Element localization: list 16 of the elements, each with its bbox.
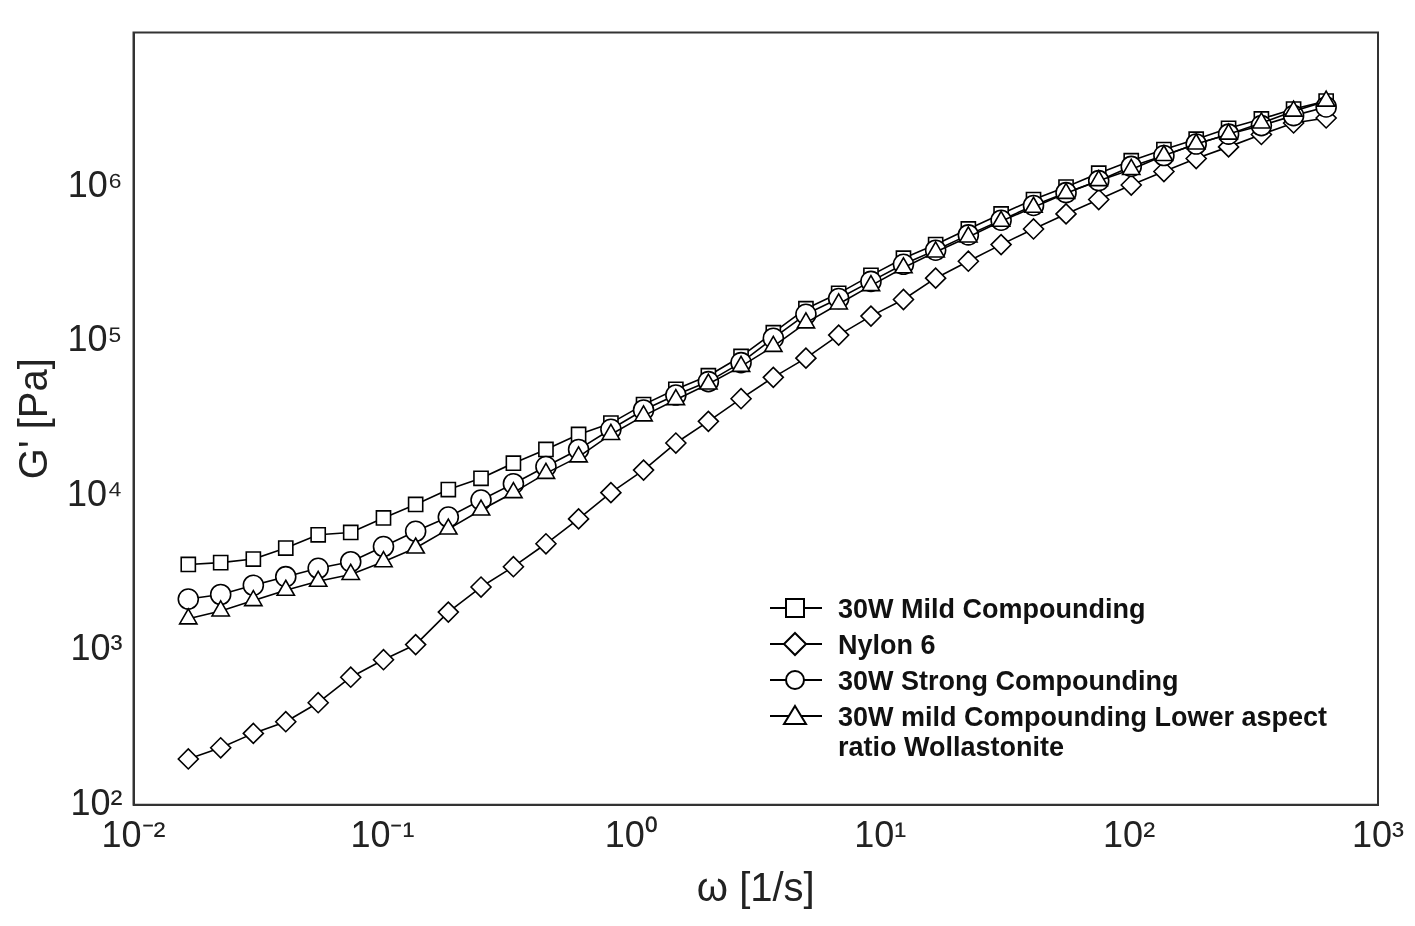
legend-label: 30W mild Compounding Lower aspect ratio Wollastonite [838, 702, 1329, 762]
x-tick-label: 10¹ [854, 814, 907, 856]
x-axis-title: ω [1/s] [696, 865, 815, 910]
legend-label: 30W Mild Compounding [838, 594, 1146, 624]
x-tick-label: 10⁻¹ [350, 814, 415, 856]
x-tick-label: 10⁰ [604, 814, 658, 856]
y-tick-label: 10⁶ [67, 163, 123, 205]
y-tick-label: 10³ [70, 627, 123, 669]
legend-label: 30W Strong Compounding [838, 666, 1179, 696]
y-tick-label: 10⁵ [67, 318, 123, 360]
y-axis-title: G' [Pa] [11, 358, 56, 480]
x-tick-label: 10² [1103, 814, 1156, 856]
x-tick-label: 10³ [1351, 814, 1405, 856]
legend-label: Nylon 6 [838, 630, 936, 660]
y-tick-label: 10⁴ [67, 472, 123, 514]
x-tick-label: 10⁻² [101, 814, 166, 856]
